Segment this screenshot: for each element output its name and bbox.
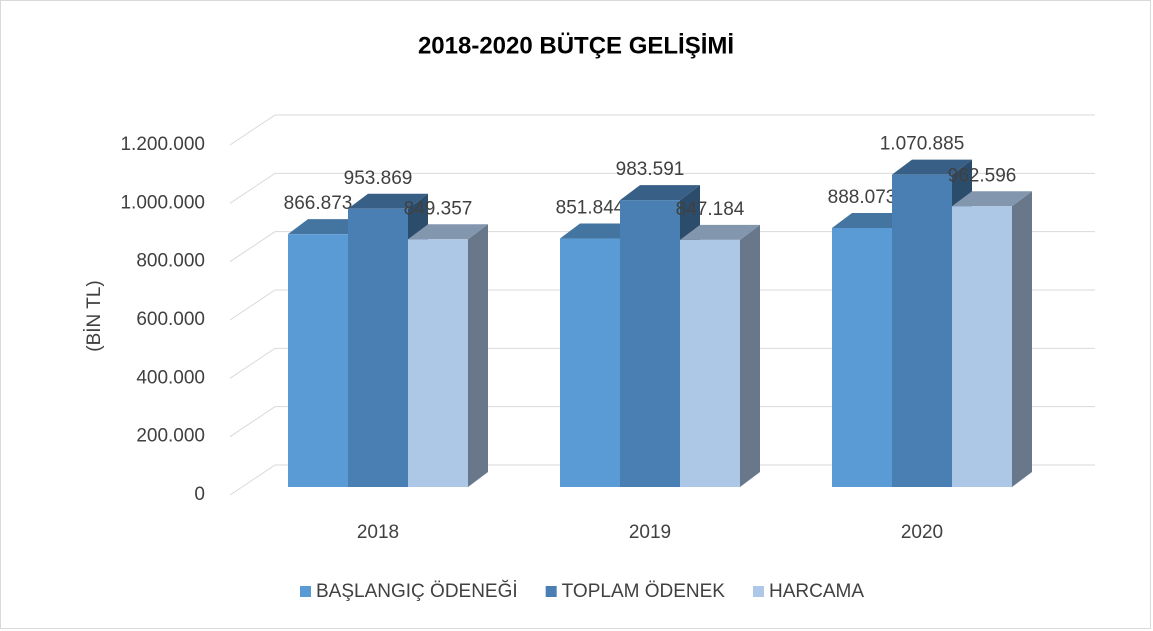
grid-line [229,114,1095,146]
legend-label: BAŞLANGIÇ ÖDENEĞİ [316,580,518,602]
bar [952,191,1032,487]
x-tick-label: 2020 [901,522,943,543]
bar-front [952,206,1012,487]
bar-top [408,224,488,240]
bar-side [468,224,488,487]
data-label: 888.073 [828,187,897,208]
legend-label: TOPLAM ÖDENEK [562,581,726,602]
y-axis-label: (BİN TL) [84,280,105,351]
bar-top [952,191,1032,207]
bar-front [408,239,468,487]
grid-line [229,289,1095,321]
bar-side [740,224,760,487]
bar-top [348,193,428,209]
chart-title: 2018-2020 BÜTÇE GELİŞİMİ [418,32,734,59]
data-label: 962.596 [948,165,1017,186]
data-label: 953.869 [344,168,413,189]
bar-front [348,208,408,487]
bar-front [680,239,740,487]
legend-swatch [545,586,557,597]
grid-line [229,347,1095,379]
bar-side [1012,191,1032,487]
x-tick-label: 2019 [629,522,671,543]
data-label: 983.591 [616,159,685,180]
data-label: 1.070.885 [880,134,965,155]
grid-line [229,464,1095,496]
bar-front [560,238,620,487]
bar-front [832,227,892,488]
y-tick-label: 200.000 [136,426,205,447]
legend-label: HARCAMA [769,581,864,602]
data-label: 866.873 [284,193,353,214]
data-label: 847.184 [676,199,745,220]
bar-top [680,224,760,240]
data-label: 851.844 [556,198,625,219]
bar [680,224,760,487]
bar-top [620,185,700,201]
x-tick-label: 2018 [357,522,399,543]
y-tick-label: 400.000 [136,367,205,388]
y-tick-label: 1.000.000 [120,192,205,213]
y-tick-label: 600.000 [136,309,205,330]
data-label: 849.357 [404,198,473,219]
bar [408,224,488,487]
bar-front [892,174,952,487]
y-tick-label: 0 [194,484,205,505]
grid-line [229,406,1095,438]
y-tick-label: 1.200.000 [120,134,205,155]
bar-front [288,234,348,487]
grid-line [229,172,1095,204]
y-tick-label: 800.000 [136,251,205,272]
legend-swatch [752,586,764,597]
bar-top [892,159,972,175]
grid-line [229,231,1095,263]
bar-front [620,200,680,487]
legend-swatch [300,586,311,597]
